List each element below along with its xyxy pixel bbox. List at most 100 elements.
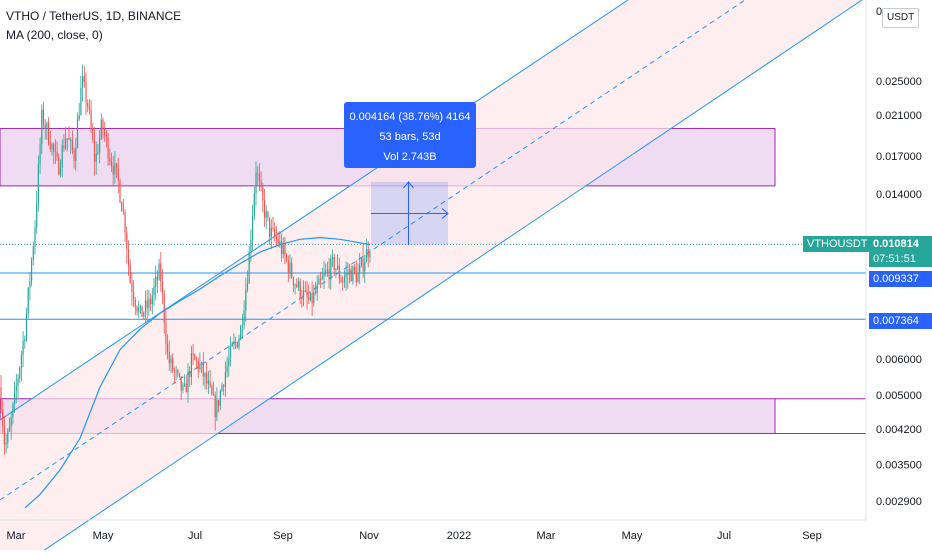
candle[interactable] [61,139,63,178]
candle[interactable] [3,415,5,455]
candle[interactable] [328,258,330,289]
candle[interactable] [7,428,9,449]
candle[interactable] [369,249,371,263]
candle[interactable] [100,113,102,140]
candle[interactable] [65,126,67,151]
candle[interactable] [189,366,191,387]
candle[interactable] [204,371,206,390]
candle[interactable] [107,132,109,166]
candle[interactable] [71,130,73,155]
candle[interactable] [274,222,276,242]
candle[interactable] [93,127,96,176]
candle[interactable] [122,198,124,215]
candle[interactable] [343,270,345,288]
candle[interactable] [297,277,300,291]
candle[interactable] [194,353,196,361]
candle[interactable] [143,311,145,320]
candle[interactable] [240,324,242,341]
candle[interactable] [354,263,356,275]
candle[interactable] [340,274,342,283]
candle[interactable] [190,345,192,386]
candle[interactable] [243,300,245,330]
candle[interactable] [277,231,279,247]
candle[interactable] [241,314,243,339]
candle[interactable] [134,297,136,315]
candle[interactable] [359,253,361,285]
candle[interactable] [51,142,53,156]
candle[interactable] [207,370,209,394]
candle[interactable] [75,137,77,171]
candle[interactable] [202,351,204,386]
candle[interactable] [116,162,118,179]
candle[interactable] [201,361,203,373]
candle[interactable] [112,155,114,186]
candle[interactable] [238,334,240,351]
candle[interactable] [197,357,199,378]
candle[interactable] [365,238,368,263]
candle[interactable] [56,141,58,161]
candle[interactable] [345,261,347,291]
candle[interactable] [32,241,34,266]
candle[interactable] [321,268,323,281]
candle[interactable] [68,126,70,141]
candle[interactable] [58,153,60,176]
candle[interactable] [272,217,274,232]
candle[interactable] [138,300,140,319]
candle[interactable] [22,331,24,368]
candle[interactable] [326,261,328,277]
candle[interactable] [292,276,294,293]
candle[interactable] [270,219,272,249]
candle[interactable] [92,122,94,143]
candle[interactable] [357,263,359,283]
candle[interactable] [70,137,72,154]
candle[interactable] [36,190,38,234]
candle[interactable] [141,305,143,317]
candle[interactable] [367,241,369,268]
candle[interactable] [124,209,126,242]
candle[interactable] [63,134,65,152]
candle[interactable] [352,265,354,285]
candle[interactable] [360,257,362,268]
candle[interactable] [42,101,45,130]
channel-mid-line[interactable] [0,0,746,501]
candle[interactable] [320,271,322,289]
candle[interactable] [44,119,46,140]
candle[interactable] [211,383,213,396]
candle[interactable] [229,336,232,367]
candle[interactable] [59,159,62,178]
candle[interactable] [218,399,220,413]
candle[interactable] [87,99,89,113]
candle[interactable] [102,117,104,139]
candle[interactable] [223,384,225,396]
candle[interactable] [362,245,364,278]
candle[interactable] [49,130,51,153]
candle[interactable] [8,417,11,433]
candle[interactable] [133,280,135,307]
candle[interactable] [53,142,55,165]
candle[interactable] [76,112,79,149]
candle[interactable] [313,284,315,307]
candle[interactable] [309,292,311,302]
candle[interactable] [318,274,320,285]
candle[interactable] [46,121,48,140]
candle[interactable] [165,310,167,355]
candle[interactable] [37,155,39,212]
candle[interactable] [323,260,325,290]
currency-button[interactable]: USDT [882,8,920,28]
candle[interactable] [66,138,68,152]
ma-indicator-label[interactable]: MA (200, close, 0) [6,28,103,42]
candle[interactable] [25,307,28,342]
candle[interactable] [284,237,286,265]
candle[interactable] [136,305,138,316]
candle[interactable] [301,290,303,308]
candle[interactable] [126,226,128,264]
candle[interactable] [73,147,75,169]
candle[interactable] [282,237,284,259]
candle[interactable] [170,354,172,373]
candle[interactable] [269,217,271,245]
candle[interactable] [27,287,29,319]
candle[interactable] [54,139,56,164]
candle[interactable] [31,257,33,287]
candle[interactable] [206,362,208,390]
